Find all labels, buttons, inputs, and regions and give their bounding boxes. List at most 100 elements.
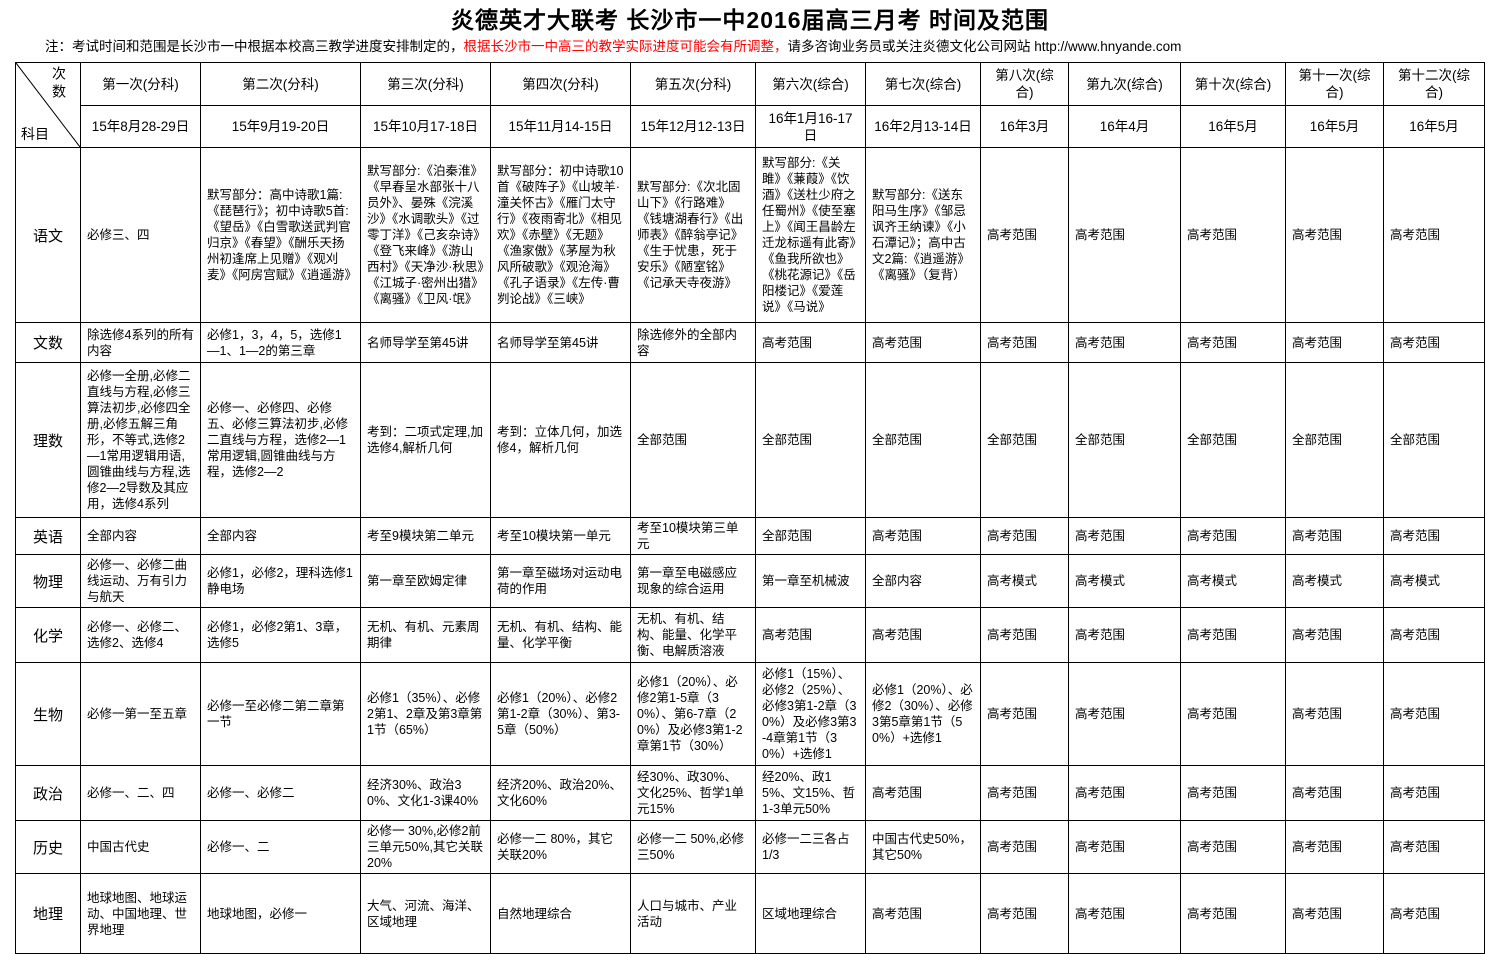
table-cell: 高考范围	[1180, 765, 1286, 821]
table-cell: 名师导学至第45讲	[490, 322, 631, 363]
table-cell: 除选修4系列的所有内容	[80, 322, 201, 363]
table-cell: 高考范围	[1068, 517, 1181, 555]
table-cell: 全部内容	[200, 517, 361, 555]
table-cell: 考到：二项式定理,加选修4,解析几何	[360, 362, 491, 518]
table-row: 历史 中国古代史 必修一、二 必修一 30%,必修2前三单元50%,其它关联20% 必修…	[15, 820, 1485, 874]
table-cell: 高考范围	[865, 322, 981, 363]
table-cell: 高考范围	[1383, 517, 1485, 555]
table-cell: 高考范围	[980, 322, 1069, 363]
table-cell: 高考范围	[865, 607, 981, 663]
row-subject: 历史	[15, 820, 81, 874]
column-date: 16年3月	[980, 105, 1069, 148]
table-cell: 全部内容	[865, 554, 981, 608]
column-header: 第四次(分科)	[490, 62, 631, 106]
table-cell: 考至10模块第一单元	[490, 517, 631, 555]
table-cell: 高考范围	[1068, 873, 1181, 954]
column-header: 第十二次(综合)	[1383, 62, 1485, 106]
table-cell: 第一章至磁场对运动电荷的作用	[490, 554, 631, 608]
table-cell: 必修一二三各占1/3	[755, 820, 866, 874]
table-cell: 必修1（20%）、必修2（30%）、必修3第5章第1节（50%）+选修1	[865, 662, 981, 766]
corner-label-times: 次数	[51, 66, 67, 102]
table-row: 物理 必修一、必修二曲线运动、万有引力与航天 必修1，必修2，理科选修1静电场 第一章…	[15, 554, 1485, 608]
table-row: 化学 必修一、必修二、选修2、选修4 必修1，必修2第1、3章，选修5 无机、有机、元…	[15, 607, 1485, 663]
column-header: 第七次(综合)	[865, 62, 981, 106]
column-header: 第十一次(综合)	[1285, 62, 1384, 106]
table-cell: 高考范围	[1180, 147, 1286, 323]
table-cell: 高考范围	[1285, 662, 1384, 766]
table-cell: 高考范围	[1180, 820, 1286, 874]
table-cell: 经济30%、政治30%、文化1-3课40%	[360, 765, 491, 821]
table-cell: 高考范围	[1285, 607, 1384, 663]
column-header: 第五次(分科)	[630, 62, 756, 106]
table-cell: 必修一第一至五章	[80, 662, 201, 766]
row-subject: 文数	[15, 322, 81, 363]
table-cell: 无机、有机、结构、能量、化学平衡	[490, 607, 631, 663]
table-cell: 高考范围	[865, 873, 981, 954]
table-cell: 无机、有机、元素周期律	[360, 607, 491, 663]
table-cell: 必修1，必修2，理科选修1静电场	[200, 554, 361, 608]
table-cell: 大气、河流、海洋、区域地理	[360, 873, 491, 954]
table-cell: 必修一、必修二	[200, 765, 361, 821]
note-prefix: 注：考试时间和范围是长沙市一中根据本校高三教学进度安排制定的，	[45, 39, 464, 54]
column-date: 16年4月	[1068, 105, 1181, 148]
table-cell: 中国古代史50%，其它50%	[865, 820, 981, 874]
table-cell: 必修1，必修2第1、3章，选修5	[200, 607, 361, 663]
column-date: 15年9月19-20日	[200, 105, 361, 148]
table-cell: 第一章至欧姆定律	[360, 554, 491, 608]
exam-table: 次数 科目 第一次(分科) 第二次(分科) 第三次(分科) 第四次(分科) 第五次(分科) 第…	[15, 62, 1485, 954]
column-header: 第六次(综合)	[755, 62, 866, 106]
table-cell: 全部范围	[1285, 362, 1384, 518]
table-cell: 高考范围	[1285, 820, 1384, 874]
table-cell: 必修一二 80%，其它关联20%	[490, 820, 631, 874]
table-cell: 必修一 30%,必修2前三单元50%,其它关联20%	[360, 820, 491, 874]
table-cell: 高考范围	[1068, 820, 1181, 874]
table-cell: 全部范围	[1068, 362, 1181, 518]
table-cell: 高考范围	[1383, 607, 1485, 663]
table-cell: 除选修外的全部内容	[630, 322, 756, 363]
table-cell: 第一章至机械波	[755, 554, 866, 608]
table-cell: 高考范围	[1180, 607, 1286, 663]
table-cell: 高考范围	[980, 607, 1069, 663]
table-cell: 高考模式	[1180, 554, 1286, 608]
table-cell: 高考范围	[980, 517, 1069, 555]
table-cell: 高考范围	[1180, 873, 1286, 954]
table-cell: 高考模式	[980, 554, 1069, 608]
table-cell: 高考范围	[1285, 147, 1384, 323]
table-cell: 必修一、必修二曲线运动、万有引力与航天	[80, 554, 201, 608]
table-cell: 高考范围	[865, 765, 981, 821]
table-cell: 考至10模块第三单元	[630, 517, 756, 555]
table-cell: 高考范围	[1180, 662, 1286, 766]
table-cell: 必修一、必修四、必修五、必修三算法初步,必修二直线与方程，选修2—1常用逻辑,圆…	[200, 362, 361, 518]
table-cell: 人口与城市、产业活动	[630, 873, 756, 954]
table-cell: 高考范围	[980, 662, 1069, 766]
table-cell: 必修三、四	[80, 147, 201, 323]
table-cell: 高考范围	[755, 322, 866, 363]
table-cell: 必修1，3，4，5，选修1—1、1—2的第三章	[200, 322, 361, 363]
table-cell: 必修一二 50%,必修三50%	[630, 820, 756, 874]
table-cell: 默写部分:《泊秦淮》《早春呈水部张十八员外》、晏殊《浣溪沙》《水调歌头》《过零丁…	[360, 147, 491, 323]
table-cell: 经30%、政30%、文化25%、哲学1单元15%	[630, 765, 756, 821]
table-cell: 必修1（20%）、必修2第1-2章（30%）、第3-5章（50%）	[490, 662, 631, 766]
table-cell: 高考范围	[1383, 873, 1485, 954]
table-cell: 自然地理综合	[490, 873, 631, 954]
table-cell: 必修一、二	[200, 820, 361, 874]
table-cell: 必修1（35%）、必修2第1、2章及第3章第1节（65%）	[360, 662, 491, 766]
table-cell: 高考范围	[1180, 517, 1286, 555]
table-cell: 高考范围	[1068, 765, 1181, 821]
table-cell: 必修一至必修二第二章第一节	[200, 662, 361, 766]
table-row: 政治 必修一、二、四 必修一、必修二 经济30%、政治30%、文化1-3课40% 经济2…	[15, 765, 1485, 821]
table-cell: 第一章至电磁感应现象的综合运用	[630, 554, 756, 608]
row-subject: 英语	[15, 517, 81, 555]
table-cell: 全部范围	[755, 517, 866, 555]
table-cell: 必修一全册,必修二直线与方程,必修三算法初步,必修四全册,必修五解三角形，不等式…	[80, 362, 201, 518]
table-cell: 高考范围	[1285, 765, 1384, 821]
column-date: 16年2月13-14日	[865, 105, 981, 148]
table-cell: 考到：立体几何，加选修4，解析几何	[490, 362, 631, 518]
column-date: 15年10月17-18日	[360, 105, 491, 148]
row-subject: 化学	[15, 607, 81, 663]
table-cell: 必修1（20%）、必修2第1-5章（30%）、第6-7章（20%）及必修3第1-…	[630, 662, 756, 766]
table-cell: 默写部分：初中诗歌10首《破阵子》《山坡羊·潼关怀古》《雁门太守行》《夜雨寄北》…	[490, 147, 631, 323]
table-cell: 全部范围	[1180, 362, 1286, 518]
table-cell: 高考范围	[1068, 322, 1181, 363]
table-cell: 高考范围	[980, 147, 1069, 323]
